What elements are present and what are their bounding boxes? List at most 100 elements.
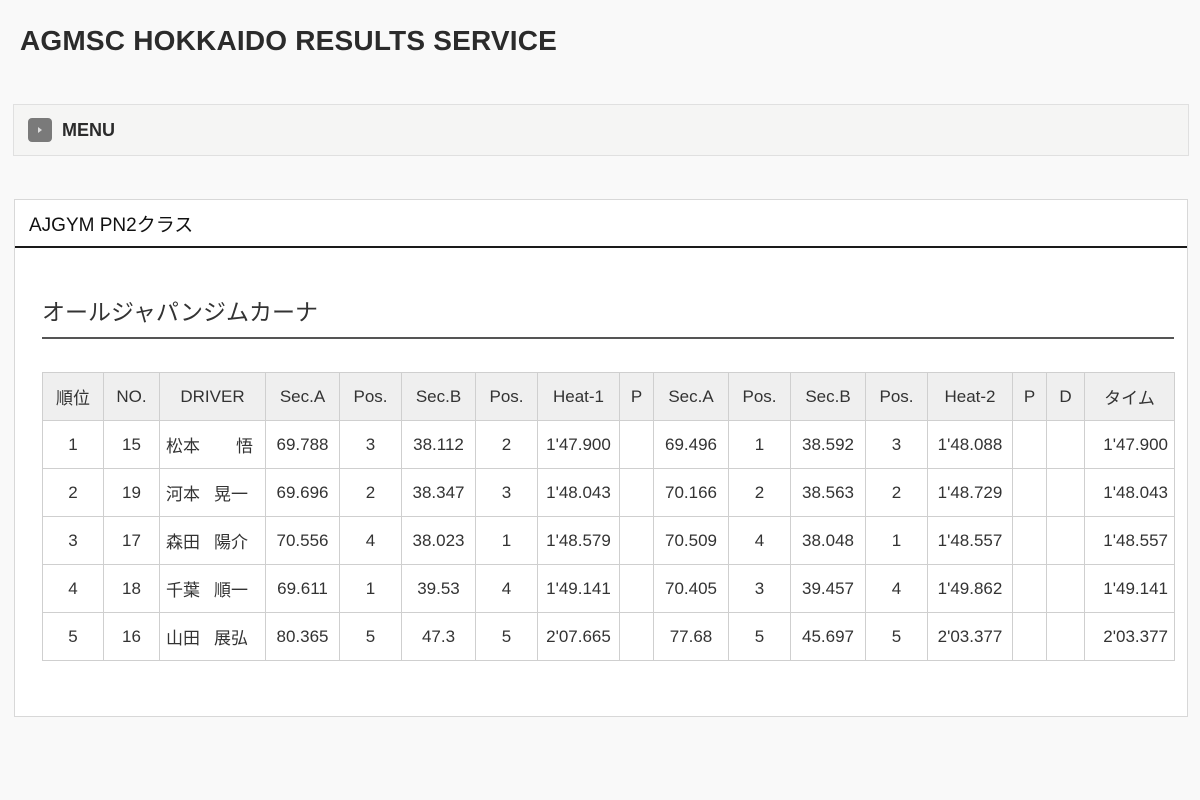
- heat1-sec-b-pos-cell: 2: [475, 420, 538, 469]
- rank-cell: 5: [42, 612, 104, 661]
- heat2-time-cell: 2'03.377: [927, 612, 1013, 661]
- heat1-penalty-cell: [619, 516, 654, 565]
- driver-cell: 山田 展弘: [159, 612, 266, 661]
- menu-arrow-icon: [28, 118, 52, 142]
- heat2-penalty-cell: [1012, 420, 1047, 469]
- table-row: 5 16 山田 展弘 80.365 5 47.3 5 2'07.665 77.68 5 45.697 5…: [42, 612, 1175, 661]
- column-header: D: [1046, 372, 1085, 421]
- heat2-sec-b-cell: 38.048: [790, 516, 866, 565]
- disqualify-cell: [1046, 420, 1085, 469]
- heat2-time-cell: 1'49.862: [927, 564, 1013, 613]
- car-number-cell: 19: [103, 468, 160, 517]
- heat1-sec-a-pos-cell: 2: [339, 468, 402, 517]
- table-row: 4 18 千葉 順一 69.611 1 39.53 4 1'49.141 70.405 3 39.45…: [42, 564, 1175, 613]
- column-header: P: [619, 372, 654, 421]
- heat1-sec-a-cell: 69.611: [265, 564, 340, 613]
- best-time-cell: 1'48.043: [1084, 468, 1175, 517]
- class-title: AJGYM PN2クラス: [15, 200, 1187, 248]
- heat2-sec-a-cell: 77.68: [653, 612, 729, 661]
- disqualify-cell: [1046, 564, 1085, 613]
- menu-toggle[interactable]: MENU: [13, 104, 1189, 156]
- disqualify-cell: [1046, 612, 1085, 661]
- heat1-time-cell: 1'48.043: [537, 468, 620, 517]
- heat1-sec-b-cell: 39.53: [401, 564, 476, 613]
- column-header: Heat-2: [927, 372, 1013, 421]
- best-time-cell: 1'49.141: [1084, 564, 1175, 613]
- heat2-time-cell: 1'48.729: [927, 468, 1013, 517]
- heat2-penalty-cell: [1012, 564, 1047, 613]
- column-header: DRIVER: [159, 372, 266, 421]
- rank-cell: 2: [42, 468, 104, 517]
- disqualify-cell: [1046, 468, 1085, 517]
- best-time-cell: 2'03.377: [1084, 612, 1175, 661]
- heat1-time-cell: 1'49.141: [537, 564, 620, 613]
- heat2-sec-b-pos-cell: 1: [865, 516, 928, 565]
- heat1-sec-a-pos-cell: 4: [339, 516, 402, 565]
- driver-last-name: 松本: [166, 437, 200, 456]
- driver-cell: 河本 晃一: [159, 468, 266, 517]
- driver-first-name: 晃一: [214, 485, 248, 504]
- heat1-penalty-cell: [619, 612, 654, 661]
- car-number-cell: 16: [103, 612, 160, 661]
- site-title: AGMSC HOKKAIDO RESULTS SERVICE: [20, 25, 558, 56]
- car-number-cell: 15: [103, 420, 160, 469]
- heat1-sec-b-cell: 47.3: [401, 612, 476, 661]
- driver-cell: 松本 悟: [159, 420, 266, 469]
- results-panel: AJGYM PN2クラス オールジャパンジムカーナ 順位 NO. DRIVER …: [14, 199, 1188, 717]
- driver-first-name: 陽介: [214, 533, 248, 552]
- heat2-sec-b-cell: 38.563: [790, 468, 866, 517]
- column-header: Pos.: [728, 372, 791, 421]
- heat1-sec-b-cell: 38.112: [401, 420, 476, 469]
- event-title: オールジャパンジムカーナ: [42, 293, 1174, 339]
- rank-cell: 1: [42, 420, 104, 469]
- driver-cell: 森田 陽介: [159, 516, 266, 565]
- heat2-sec-b-pos-cell: 3: [865, 420, 928, 469]
- best-time-cell: 1'47.900: [1084, 420, 1175, 469]
- heat1-time-cell: 2'07.665: [537, 612, 620, 661]
- heat2-sec-a-pos-cell: 1: [728, 420, 791, 469]
- heat2-sec-a-cell: 70.166: [653, 468, 729, 517]
- heat2-sec-a-cell: 69.496: [653, 420, 729, 469]
- table-row: 1 15 松本悟 69.788 3 38.112 2 1'47.900 69.496 1 38.59…: [42, 420, 1175, 469]
- heat1-sec-b-pos-cell: 4: [475, 564, 538, 613]
- heat1-sec-a-cell: 69.696: [265, 468, 340, 517]
- heat1-sec-b-cell: 38.347: [401, 468, 476, 517]
- heat2-sec-a-pos-cell: 5: [728, 612, 791, 661]
- column-header: Pos.: [475, 372, 538, 421]
- column-header: P: [1012, 372, 1047, 421]
- heat1-sec-b-pos-cell: 3: [475, 468, 538, 517]
- driver-first-name: 展弘: [214, 629, 248, 648]
- results-table: 順位 NO. DRIVER Sec.A Pos. Sec.B Pos. Heat…: [42, 372, 1175, 661]
- heat2-sec-a-cell: 70.405: [653, 564, 729, 613]
- heat1-penalty-cell: [619, 420, 654, 469]
- car-number-cell: 18: [103, 564, 160, 613]
- heat1-sec-a-pos-cell: 1: [339, 564, 402, 613]
- column-header: Pos.: [339, 372, 402, 421]
- table-row: 2 19 河本 晃一 69.696 2 38.347 3 1'48.043 70.166 2 38.5…: [42, 468, 1175, 517]
- car-number-cell: 17: [103, 516, 160, 565]
- column-header: Heat-1: [537, 372, 620, 421]
- table-row: 3 17 森田 陽介 70.556 4 38.023 1 1'48.579 70.509 4 38.0…: [42, 516, 1175, 565]
- heat2-sec-b-cell: 38.592: [790, 420, 866, 469]
- column-header: 順位: [42, 372, 104, 421]
- driver-last-name: 河本: [166, 485, 200, 504]
- heat1-sec-a-cell: 80.365: [265, 612, 340, 661]
- heat1-sec-b-cell: 38.023: [401, 516, 476, 565]
- heat2-sec-a-cell: 70.509: [653, 516, 729, 565]
- rank-cell: 4: [42, 564, 104, 613]
- heat2-sec-a-pos-cell: 4: [728, 516, 791, 565]
- column-header: タイム: [1084, 372, 1175, 421]
- heat2-time-cell: 1'48.557: [927, 516, 1013, 565]
- heat1-penalty-cell: [619, 564, 654, 613]
- table-header-row: 順位 NO. DRIVER Sec.A Pos. Sec.B Pos. Heat…: [42, 372, 1175, 421]
- heat1-penalty-cell: [619, 468, 654, 517]
- column-header: Pos.: [865, 372, 928, 421]
- rank-cell: 3: [42, 516, 104, 565]
- disqualify-cell: [1046, 516, 1085, 565]
- heat1-sec-a-pos-cell: 5: [339, 612, 402, 661]
- driver-first-name: 順一: [214, 581, 248, 600]
- heat2-sec-b-cell: 39.457: [790, 564, 866, 613]
- heat1-time-cell: 1'48.579: [537, 516, 620, 565]
- heat1-sec-b-pos-cell: 1: [475, 516, 538, 565]
- heat2-sec-b-pos-cell: 5: [865, 612, 928, 661]
